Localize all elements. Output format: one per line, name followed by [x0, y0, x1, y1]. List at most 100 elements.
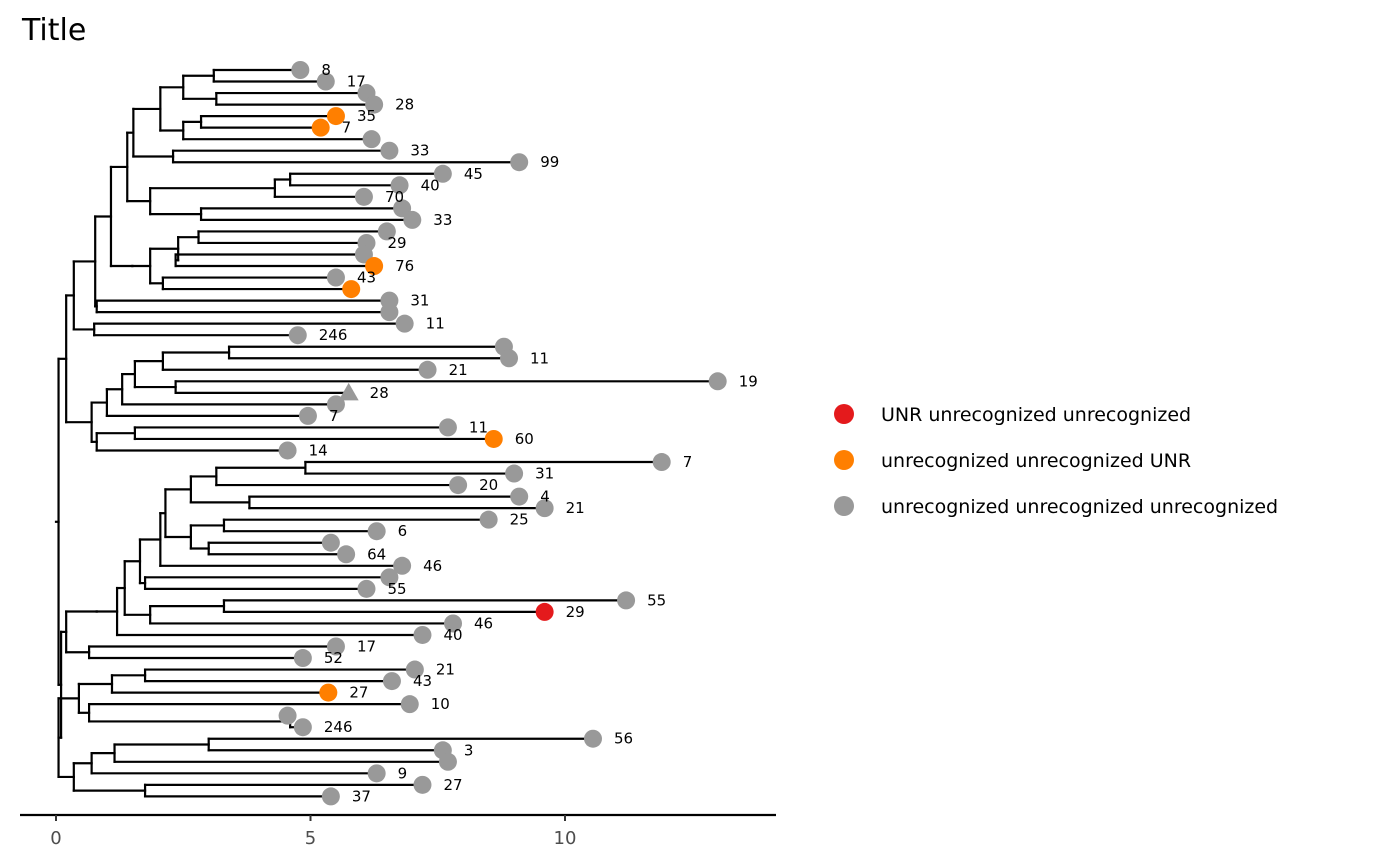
tip-label-5: 7	[342, 119, 352, 137]
tip-label-63: 37	[352, 787, 371, 805]
tip-marker-42	[337, 545, 356, 564]
tip-marker-17	[365, 257, 384, 276]
tip-label-49: 40	[443, 626, 462, 644]
tip-label-39: 25	[510, 511, 529, 529]
tip-marker-36	[449, 476, 468, 495]
tip-label-22: 11	[426, 315, 445, 333]
tip-label-57: 246	[324, 718, 353, 736]
tip-marker-16	[354, 245, 373, 264]
tip-marker-21	[380, 303, 399, 322]
tip-marker-63	[321, 787, 340, 806]
tip-marker-50	[326, 637, 345, 656]
tip-label-51: 52	[324, 649, 343, 667]
tip-marker-56	[278, 706, 297, 725]
tip-marker-52	[405, 660, 424, 679]
tip-label-15: 29	[387, 234, 406, 252]
tip-label-33: 14	[309, 441, 328, 459]
tip-label-28: 28	[370, 384, 389, 402]
tip-marker-61	[367, 764, 386, 783]
tip-label-9: 45	[464, 165, 483, 183]
tip-marker-4	[326, 107, 345, 126]
tip-marker-37	[510, 487, 529, 506]
tip-marker-41	[321, 533, 340, 552]
tip-marker-53	[382, 672, 401, 691]
tip-marker-43	[393, 556, 412, 575]
x-tick-label-1: 5	[305, 828, 316, 849]
tip-label-25: 11	[530, 349, 549, 367]
x-axis: 0 5 10	[20, 813, 776, 849]
tip-marker-3	[365, 95, 384, 114]
tip-marker-30	[298, 406, 317, 425]
tip-marker-26	[418, 360, 437, 379]
x-tick-label-2: 10	[554, 828, 577, 849]
tip-label-34: 7	[683, 453, 693, 471]
tip-marker-19	[342, 280, 361, 299]
tree-branches	[54, 68, 719, 798]
tip-label-1: 17	[347, 73, 366, 91]
tip-marker-29	[326, 395, 345, 414]
tip-label-48: 46	[474, 614, 493, 632]
tip-marker-31	[438, 418, 457, 437]
tip-marker-58	[583, 729, 602, 748]
tip-marker-51	[293, 649, 312, 668]
tip-label-54: 27	[349, 684, 368, 702]
tip-marker-32	[484, 429, 503, 448]
tip-marker-40	[367, 522, 386, 541]
tip-marker-23	[288, 326, 307, 345]
tip-label-7: 33	[410, 142, 429, 160]
tip-marker-33	[278, 441, 297, 460]
tip-marker-28	[338, 382, 359, 401]
tip-label-58: 56	[614, 730, 633, 748]
tip-marker-13	[403, 210, 422, 229]
tip-marker-7	[380, 141, 399, 160]
tip-label-40: 6	[398, 522, 408, 540]
legend-key-2	[834, 496, 854, 516]
tip-label-50: 17	[357, 638, 376, 656]
tip-label-20: 31	[410, 292, 429, 310]
tip-marker-60	[438, 752, 457, 771]
tip-marker-47	[535, 602, 554, 621]
tip-label-13: 33	[433, 211, 452, 229]
tip-label-26: 21	[449, 361, 468, 379]
tip-marker-55	[400, 695, 419, 714]
tip-label-61: 9	[398, 764, 408, 782]
tree-tips	[278, 61, 727, 806]
tip-marker-46	[617, 591, 636, 610]
tip-marker-49	[413, 625, 432, 644]
tip-marker-39	[479, 510, 498, 529]
tip-label-4: 35	[357, 107, 376, 125]
legend-key-0	[834, 404, 854, 424]
tip-marker-12	[393, 199, 412, 218]
legend-label-0: UNR unrecognized unrecognized	[881, 404, 1191, 426]
tip-label-36: 20	[479, 476, 498, 494]
legend-key-1	[834, 450, 854, 470]
tip-marker-45	[357, 579, 376, 598]
legend-label-2: unrecognized unrecognized unrecognized	[881, 496, 1278, 518]
tip-label-11: 70	[385, 188, 404, 206]
tip-label-45: 55	[387, 580, 406, 598]
tip-label-53: 43	[413, 672, 432, 690]
tip-marker-8	[510, 153, 529, 172]
tip-label-0: 8	[321, 61, 331, 79]
tip-label-3: 28	[395, 96, 414, 114]
tip-label-46: 55	[647, 591, 666, 609]
tip-marker-6	[362, 130, 381, 149]
tip-label-42: 64	[367, 545, 386, 563]
chart-title: Title	[21, 13, 86, 48]
tip-label-35: 31	[535, 465, 554, 483]
tip-marker-5	[311, 118, 330, 137]
tip-marker-27	[708, 372, 727, 391]
tip-marker-0	[291, 61, 310, 79]
tip-label-52: 21	[436, 661, 455, 679]
tip-marker-11	[354, 187, 373, 206]
tip-label-27: 19	[739, 372, 758, 390]
tip-label-62: 27	[443, 776, 462, 794]
tip-label-10: 40	[421, 176, 440, 194]
tip-marker-22	[395, 314, 414, 333]
tip-label-55: 10	[431, 695, 450, 713]
tip-marker-48	[444, 614, 463, 633]
tip-label-8: 99	[540, 153, 559, 171]
tip-label-18: 43	[357, 269, 376, 287]
legend: UNR unrecognized unrecognized unrecognize…	[834, 404, 1278, 518]
